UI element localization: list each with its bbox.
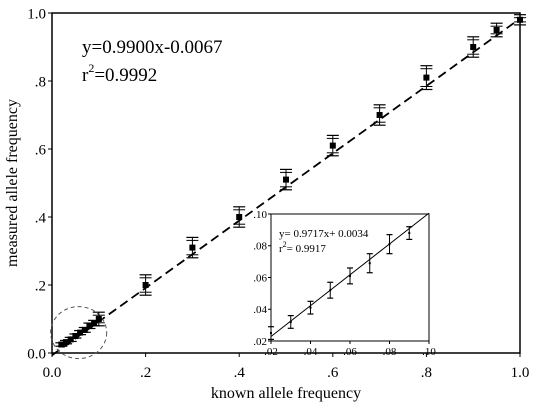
inset-r-squared-label: r2= 0.9917 [279, 240, 326, 255]
fit-equation-label: y=0.9900x-0.0067 [82, 37, 223, 58]
data-point [236, 214, 243, 220]
x-tick-label: .04 [304, 346, 318, 358]
r-squared-superscript: 2 [88, 61, 94, 75]
y-tick-label: .08 [253, 241, 267, 253]
data-point [470, 44, 477, 50]
data-point [408, 232, 411, 235]
r-squared-value: =0.9992 [94, 65, 157, 86]
data-point [189, 244, 196, 251]
data-point [309, 306, 312, 309]
y-tick-label: .4 [35, 210, 47, 226]
y-tick-label: 1.0 [27, 6, 46, 22]
r-squared-label: r2=0.9992 [82, 61, 157, 86]
x-tick-label: .2 [140, 365, 151, 381]
data-point [349, 274, 351, 277]
x-tick-label: .10 [422, 346, 436, 358]
y-tick-label: .10 [253, 209, 267, 221]
data-point [81, 326, 88, 333]
data-point [517, 16, 523, 23]
x-tick-label: .08 [383, 346, 397, 358]
data-point [142, 282, 149, 288]
data-point [72, 333, 79, 339]
data-point [63, 339, 70, 346]
r-squared-symbol: r [82, 65, 89, 86]
y-tick-label: .04 [253, 304, 267, 316]
x-tick-label: 0.0 [43, 365, 62, 381]
data-point [270, 332, 272, 335]
y-tick-label: 0.0 [27, 346, 46, 362]
x-tick-label: 1.0 [511, 365, 530, 381]
data-point [329, 289, 332, 292]
y-axis-title: measured allele frequency [4, 99, 21, 267]
x-axis-title: known allele frequency [211, 385, 361, 402]
y-tick-label: .06 [253, 272, 267, 284]
data-point [329, 142, 336, 149]
y-tick-label: .02 [253, 336, 267, 348]
low-frequency-highlight-circle [50, 306, 108, 360]
data-point [493, 27, 500, 33]
inset-plot: .02 .04 .06 .08 .10 .02 .04 .06 .08 .10 [253, 209, 436, 358]
x-tick-label: .4 [234, 365, 246, 381]
data-point [289, 320, 292, 323]
main-plot: 0.0 .2 .4 .6 .8 1.0 0.0 .2 .4 .6 .8 1.0 [27, 6, 529, 381]
y-tick-label: .2 [35, 278, 46, 294]
data-point [95, 316, 102, 322]
plot-area-frame [51, 12, 521, 354]
inset-r-squared-symbol: r [279, 243, 283, 255]
data-point [423, 74, 430, 81]
inset-r-squared-superscript: 2 [283, 240, 287, 249]
x-tick-label: .06 [343, 346, 357, 358]
y-tick-label: .8 [35, 74, 46, 90]
data-point [283, 176, 289, 183]
y-tick-label: .6 [35, 142, 47, 158]
data-point [388, 243, 391, 246]
x-tick-label: .6 [327, 365, 339, 381]
x-tick-label: .02 [264, 346, 278, 358]
data-point [58, 341, 65, 348]
data-point [376, 112, 383, 118]
inset-r-squared-value: = 0.9917 [287, 243, 327, 255]
data-point [67, 336, 74, 343]
inset-fit-equation-label: y= 0.9717x+ 0.0034 [279, 228, 369, 240]
data-point [368, 262, 371, 265]
x-tick-label: .8 [421, 365, 432, 381]
